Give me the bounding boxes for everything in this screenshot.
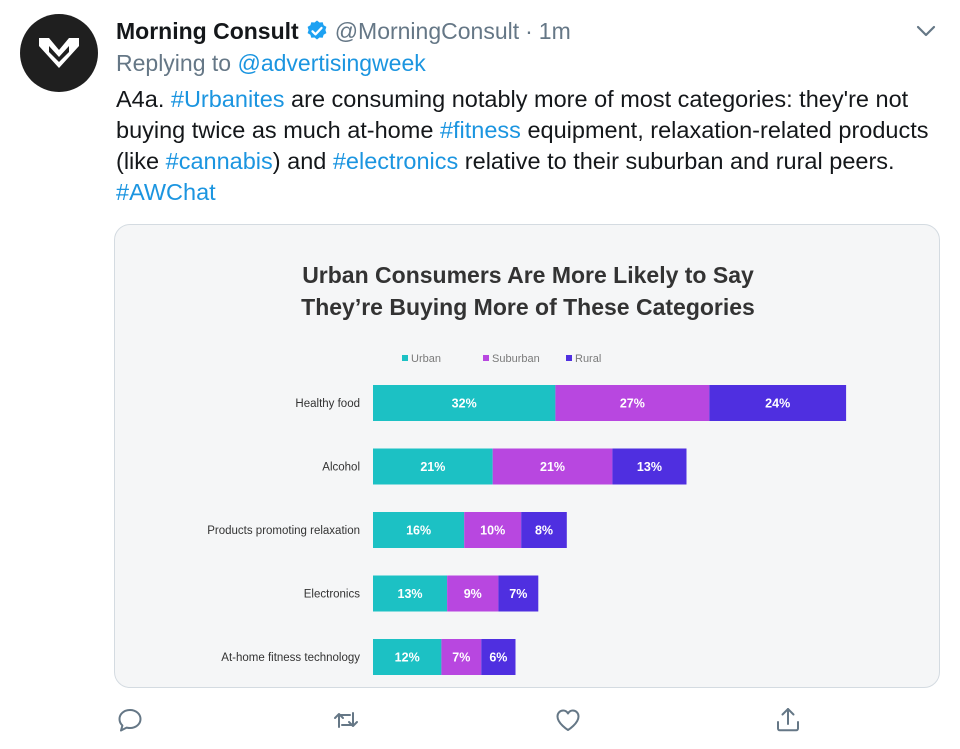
data-label: 13% [637, 460, 662, 474]
comment-icon [118, 709, 142, 732]
data-label: 8% [535, 524, 553, 538]
data-label: 21% [420, 460, 445, 474]
chevron-down-icon [916, 25, 936, 37]
bar-segment [464, 512, 522, 548]
data-label: 7% [509, 587, 527, 601]
like-button[interactable] [550, 702, 586, 738]
heart-icon [556, 709, 580, 731]
tweet-text: A4a. #Urbanites are consuming notably mo… [116, 84, 936, 208]
author-name[interactable]: Morning Consult [116, 17, 299, 44]
legend-swatch [483, 355, 489, 361]
share-icon [777, 708, 799, 732]
tweet-menu-button[interactable] [912, 18, 940, 44]
category-label: Alcohol [322, 462, 360, 474]
timestamp[interactable]: 1m [538, 17, 571, 44]
data-label: 12% [395, 651, 420, 665]
bar-segment [492, 448, 613, 485]
tweet-actions [0, 702, 960, 742]
data-label: 24% [765, 397, 790, 411]
legend-label: Rural [575, 353, 601, 365]
bar-segment [498, 575, 539, 612]
bar-segment [373, 639, 442, 675]
data-label: 6% [489, 651, 507, 665]
bar-segment [555, 385, 710, 421]
category-label: At-home fitness technology [221, 652, 360, 664]
bar-segment [441, 639, 482, 675]
data-label: 9% [464, 587, 482, 601]
chart-title-line: They’re Buying More of These Categories [301, 294, 755, 320]
tweet-text-segment: relative to their suburban and rural pee… [458, 148, 895, 174]
data-label: 21% [540, 460, 565, 474]
tweet-header: Morning Consult @MorningConsult · 1m [116, 14, 571, 48]
bar-segment [373, 448, 493, 485]
bar-segment [373, 575, 448, 612]
legend-swatch [402, 355, 408, 361]
replying-to: Replying to @advertisingweek [116, 50, 426, 77]
data-label: 16% [406, 524, 431, 538]
share-button[interactable] [770, 702, 806, 738]
separator: · [525, 17, 533, 44]
bar-segment [373, 385, 556, 421]
morning-consult-logo-icon [39, 38, 79, 68]
data-label: 10% [480, 524, 505, 538]
replying-prefix: Replying to [116, 50, 232, 76]
hashtag-link[interactable]: #AWChat [116, 179, 216, 205]
tweet-text-segment: equipment, relaxation-related products (… [116, 117, 929, 174]
tweet-text-segment: A4a. [116, 86, 171, 112]
category-label: Healthy food [295, 398, 360, 410]
data-label: 32% [452, 397, 477, 411]
data-label: 7% [452, 651, 470, 665]
avatar[interactable] [20, 14, 98, 92]
hashtag-link[interactable]: #electronics [332, 148, 459, 174]
legend-label: Suburban [492, 353, 540, 365]
tweet-text-segment: are consuming notably more of most categ… [116, 86, 909, 143]
chart-card[interactable]: Urban Consumers Are More Likely to Say Th… [114, 224, 940, 688]
hashtag-link[interactable]: #fitness [439, 117, 521, 143]
data-label: 13% [398, 587, 423, 601]
category-label: Products promoting relaxation [207, 525, 360, 537]
bar-segment [447, 575, 499, 612]
chart-title-line: Urban Consumers Are More Likely to Say [302, 262, 754, 288]
bar-segment [481, 639, 516, 675]
bar-segment [373, 512, 465, 548]
data-label: 27% [620, 397, 645, 411]
verified-badge-icon [307, 20, 327, 40]
retweet-icon [334, 712, 358, 728]
hashtag-link[interactable]: #cannabis [165, 148, 273, 174]
bar-segment [612, 448, 687, 485]
bar-segment [709, 385, 847, 421]
retweet-button[interactable] [328, 702, 364, 738]
author-handle[interactable]: @MorningConsult [334, 17, 520, 44]
tweet-text-segment: ) and [272, 148, 333, 174]
stacked-bar-chart: Urban Consumers Are More Likely to Say Th… [207, 262, 847, 675]
reply-mention-link[interactable]: @advertisingweek [237, 50, 426, 76]
category-label: Electronics [304, 589, 360, 601]
reply-button[interactable] [112, 702, 148, 738]
legend-swatch [566, 355, 572, 361]
hashtag-link[interactable]: #Urbanites [170, 86, 285, 112]
legend-label: Urban [411, 353, 441, 365]
bar-segment [521, 512, 567, 548]
